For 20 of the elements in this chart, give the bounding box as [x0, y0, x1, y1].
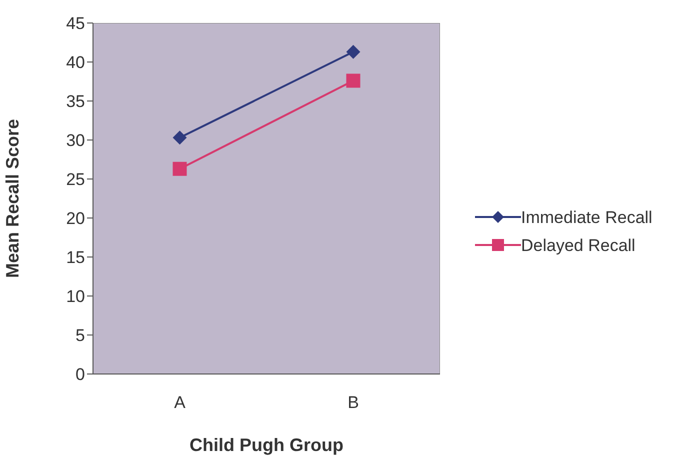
y-tick-label: 20 [66, 209, 85, 228]
point [172, 130, 187, 145]
y-tick-label: 40 [66, 53, 85, 72]
y-tick-label: 10 [66, 287, 85, 306]
y-tick-label: 5 [76, 326, 85, 346]
y-tick-label: 30 [66, 131, 85, 150]
y-tick-label: 15 [66, 248, 85, 268]
x-tick-label: A [174, 393, 186, 412]
y-tick-label: 35 [66, 92, 85, 112]
point [172, 162, 187, 176]
point [346, 74, 360, 88]
y-tick-label: 45 [66, 14, 85, 34]
y-tick-label: 0 [76, 365, 85, 384]
x-tick-label: B [348, 393, 359, 412]
y-axis-title: Mean Recall Score [2, 118, 22, 278]
point [346, 44, 360, 59]
y-tick-label: 25 [66, 170, 85, 190]
legend-label: Delayed Recall [521, 234, 636, 256]
legend-label: Immediate Recall [521, 206, 652, 228]
x-axis-title: Child Pugh Group [190, 435, 344, 455]
